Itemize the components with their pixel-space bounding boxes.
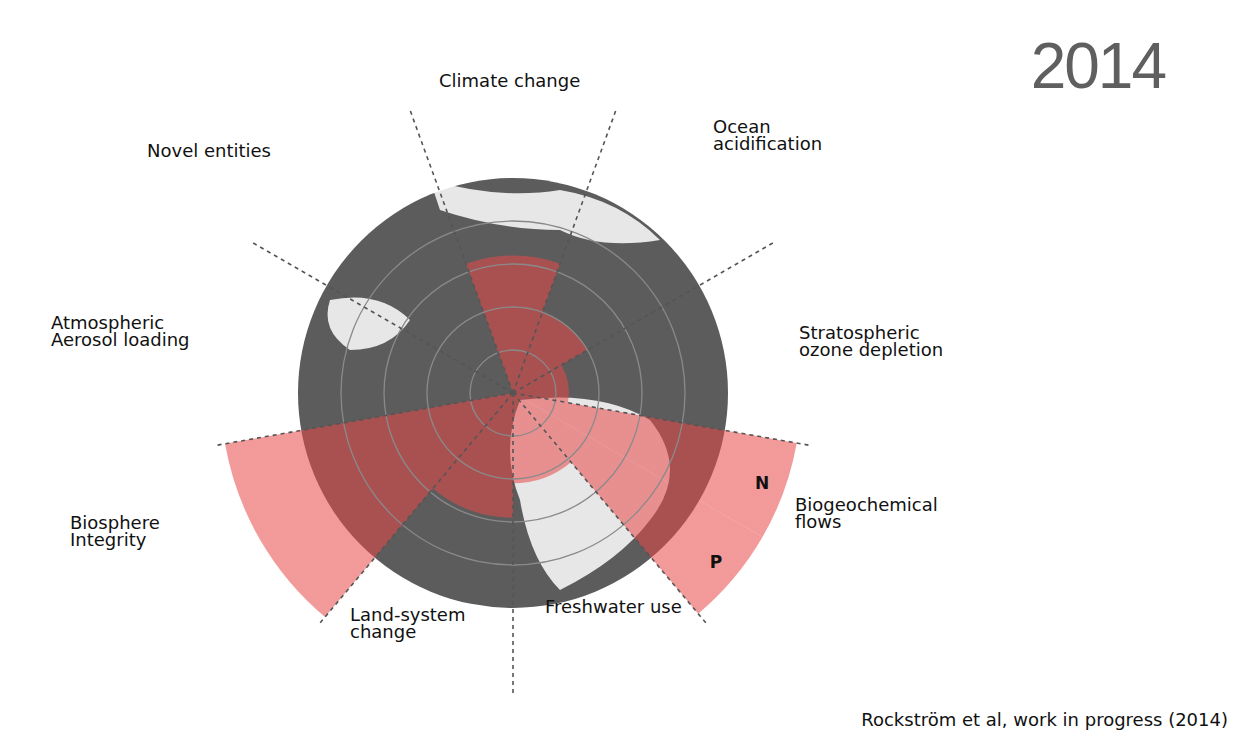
globe-patch [328, 298, 411, 351]
globe-patch [430, 180, 660, 243]
sector-divider [217, 393, 513, 445]
sector-divider [513, 393, 809, 445]
sector-divider [252, 243, 513, 394]
sector-label: Oceanacidification [713, 116, 822, 154]
source: Rockström et al, work in progress (2014) [861, 709, 1228, 730]
sector-divider [513, 243, 774, 394]
sector-divider [512, 393, 514, 694]
chart: N P Climate change Oceanacidification Strato… [0, 0, 1236, 748]
wedges [225, 255, 797, 617]
wedge [225, 393, 513, 617]
sector-label: Land-systemchange [350, 604, 465, 642]
sector-label: BiosphereIntegrity [70, 512, 160, 550]
sector-label: Novel entities [147, 140, 271, 161]
sector-divider [320, 393, 513, 624]
dividers [217, 110, 810, 694]
sector-label: AtmosphericAerosol loading [51, 312, 190, 350]
title: 2014 [1031, 30, 1166, 102]
sector-divider [513, 393, 706, 624]
sector-divider [513, 110, 616, 393]
sector-label: Biogeochemicalflows [795, 494, 938, 532]
sector-divider [410, 110, 513, 393]
wedge [513, 393, 571, 483]
sector-label: Freshwater use [545, 596, 682, 617]
sector-label: Climate change [439, 70, 580, 91]
part-label: P [710, 552, 722, 572]
sector-label: Stratosphericozone depletion [799, 322, 943, 360]
part-label: N [755, 473, 769, 493]
